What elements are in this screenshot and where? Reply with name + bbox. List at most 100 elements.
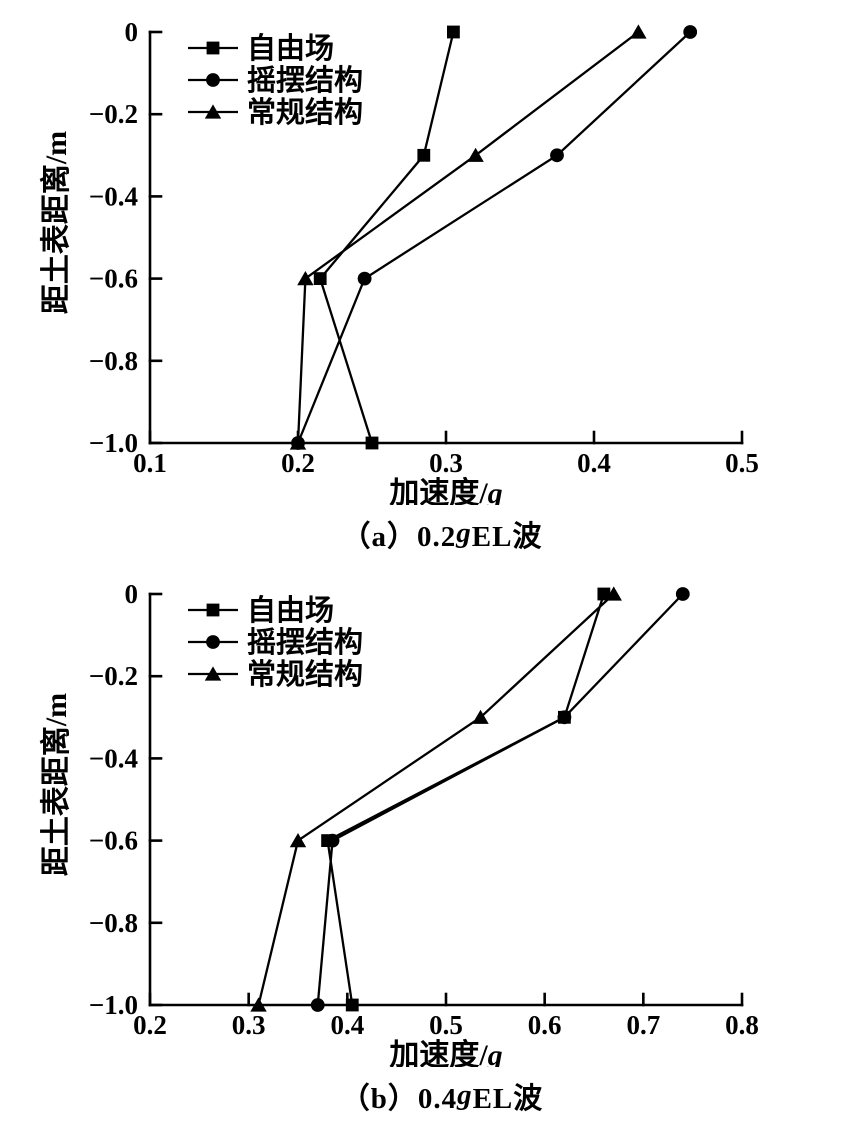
series-line-free-field xyxy=(318,31,455,444)
series-markers-rocking-structure xyxy=(310,587,690,1012)
y-tick-label: −1.0 xyxy=(89,990,138,1020)
x-tick-label: 0.3 xyxy=(429,448,463,478)
legend-triangle-marker xyxy=(204,104,222,119)
x-axis-label: 加速度/g xyxy=(389,1039,502,1067)
tick-labels: 0.1 0.2 0.3 0.4 0.5 0 −0.2 −0.4 −0.6 −0.8 −1.0 xyxy=(89,17,759,478)
y-tick-label: −0.2 xyxy=(89,99,138,129)
series-lines xyxy=(296,31,691,444)
caption-b-suffix: EL波 xyxy=(472,1082,544,1115)
y-tick-label: −0.4 xyxy=(89,743,138,773)
series-line-conventional-structure xyxy=(257,593,615,1006)
caption-a-suffix: EL波 xyxy=(471,520,543,553)
triangle-marker xyxy=(289,435,307,450)
tick-labels: 0.2 0.3 0.4 0.5 0.6 0.7 0.8 0 −0.2 −0.4 −0.6 −0.8 −1… xyxy=(89,579,759,1040)
circle-marker xyxy=(310,998,325,1012)
legend-square-marker xyxy=(206,603,220,617)
legend-circle-marker xyxy=(206,635,220,649)
triangle-marker xyxy=(297,271,314,286)
legend-label: 自由场 xyxy=(247,594,334,627)
y-axis-label: 距土表距离/m xyxy=(40,131,73,314)
triangle-marker xyxy=(630,24,647,39)
circle-marker xyxy=(550,148,564,163)
series-markers-free-field xyxy=(313,25,460,450)
series-markers-conventional-structure xyxy=(289,24,647,450)
square-marker xyxy=(597,587,611,601)
legend-item-conventional-structure: 常规结构 xyxy=(188,658,363,691)
legend-triangle-marker xyxy=(204,666,222,681)
caption-b-prefix: （b）0.4 xyxy=(340,1082,458,1115)
x-tick-label: 0.5 xyxy=(429,1010,463,1040)
legend-label: 自由场 xyxy=(247,32,334,65)
y-tick-label: −0.6 xyxy=(89,826,138,856)
triangle-marker xyxy=(289,833,307,848)
x-tick-label: 0.3 xyxy=(232,1010,266,1040)
y-tick-label: 0 xyxy=(125,579,139,609)
x-tick-label: 0.6 xyxy=(528,1010,562,1040)
x-tick-label: 0.1 xyxy=(133,448,167,478)
circle-marker xyxy=(683,25,698,39)
chart-a-canvas: 0.1 0.2 0.3 0.4 0.5 0 −0.2 −0.4 −0.6 −0.8 −1.0 加速度/… xyxy=(40,17,759,505)
x-tick-label: 0.4 xyxy=(330,1010,364,1040)
legend-item-free-field: 自由场 xyxy=(188,32,334,65)
series-markers xyxy=(289,24,698,450)
y-axis-label: 距土表距离/m xyxy=(40,693,73,876)
triangle-marker xyxy=(605,586,622,601)
circle-marker xyxy=(357,271,372,286)
series-line-free-field xyxy=(326,593,605,1006)
circle-marker xyxy=(675,587,690,601)
series-line-conventional-structure xyxy=(296,31,640,444)
caption-b-italic-g: g xyxy=(457,1079,473,1111)
chart-b-block: 0.2 0.3 0.4 0.5 0.6 0.7 0.8 0 −0.2 −0.4 −0.6 −0.8 −1… xyxy=(0,562,844,1124)
chart-b-caption: （b）0.4 g EL波 xyxy=(0,1067,844,1124)
triangle-marker xyxy=(472,709,489,724)
x-tick-label: 0.4 xyxy=(577,448,611,478)
y-tick-label: −0.8 xyxy=(89,908,138,938)
chart-a-caption: （a）0.2 g EL波 xyxy=(0,505,844,562)
x-tick-label: 0.5 xyxy=(725,448,759,478)
triangle-marker xyxy=(467,147,484,162)
axes xyxy=(148,30,744,445)
series-markers xyxy=(250,586,690,1012)
y-tick-label: −0.6 xyxy=(89,264,138,294)
axes xyxy=(148,592,744,1007)
y-tick-label: −1.0 xyxy=(89,428,138,458)
legend-item-conventional-structure: 常规结构 xyxy=(188,96,363,129)
caption-a-italic-g: g xyxy=(456,517,472,549)
chart-b-canvas: 0.2 0.3 0.4 0.5 0.6 0.7 0.8 0 −0.2 −0.4 −0.6 −0.8 −1… xyxy=(40,579,759,1067)
caption-a-prefix: （a）0.2 xyxy=(341,520,457,553)
square-marker xyxy=(321,834,334,847)
x-axis-label: 加速度/g xyxy=(389,477,502,505)
legend-label: 摇摆结构 xyxy=(247,626,363,659)
legend-label: 常规结构 xyxy=(247,658,363,691)
y-tick-label: 0 xyxy=(125,17,139,47)
x-tick-label: 0.8 xyxy=(725,1010,759,1040)
legend-label: 常规结构 xyxy=(247,96,363,129)
legend-item-rocking-structure: 摇摆结构 xyxy=(188,626,363,659)
square-marker xyxy=(345,998,359,1012)
square-marker xyxy=(558,710,571,724)
chart-a-block: 0.1 0.2 0.3 0.4 0.5 0 −0.2 −0.4 −0.6 −0.8 −1.0 加速度/… xyxy=(0,0,844,562)
legend-square-marker xyxy=(206,41,220,55)
series-line-rocking-structure xyxy=(316,593,684,1006)
square-marker xyxy=(313,272,327,285)
square-marker xyxy=(365,436,379,450)
legend-label: 摇摆结构 xyxy=(247,64,363,97)
y-tick-label: −0.2 xyxy=(89,661,138,691)
square-marker xyxy=(447,25,460,39)
series-line-rocking-structure xyxy=(296,31,691,444)
legend-item-rocking-structure: 摇摆结构 xyxy=(188,64,363,97)
y-tick-label: −0.8 xyxy=(89,346,138,376)
x-tick-label: 0.7 xyxy=(626,1010,660,1040)
series-markers-conventional-structure xyxy=(250,586,622,1012)
triangle-marker xyxy=(250,997,267,1012)
square-marker xyxy=(417,148,431,162)
series-lines xyxy=(257,593,684,1006)
x-tick-label: 0.2 xyxy=(133,1010,167,1040)
y-tick-label: −0.4 xyxy=(89,181,138,211)
series-markers-free-field xyxy=(321,587,611,1012)
legend-circle-marker xyxy=(206,73,220,87)
legend-item-free-field: 自由场 xyxy=(188,594,334,627)
